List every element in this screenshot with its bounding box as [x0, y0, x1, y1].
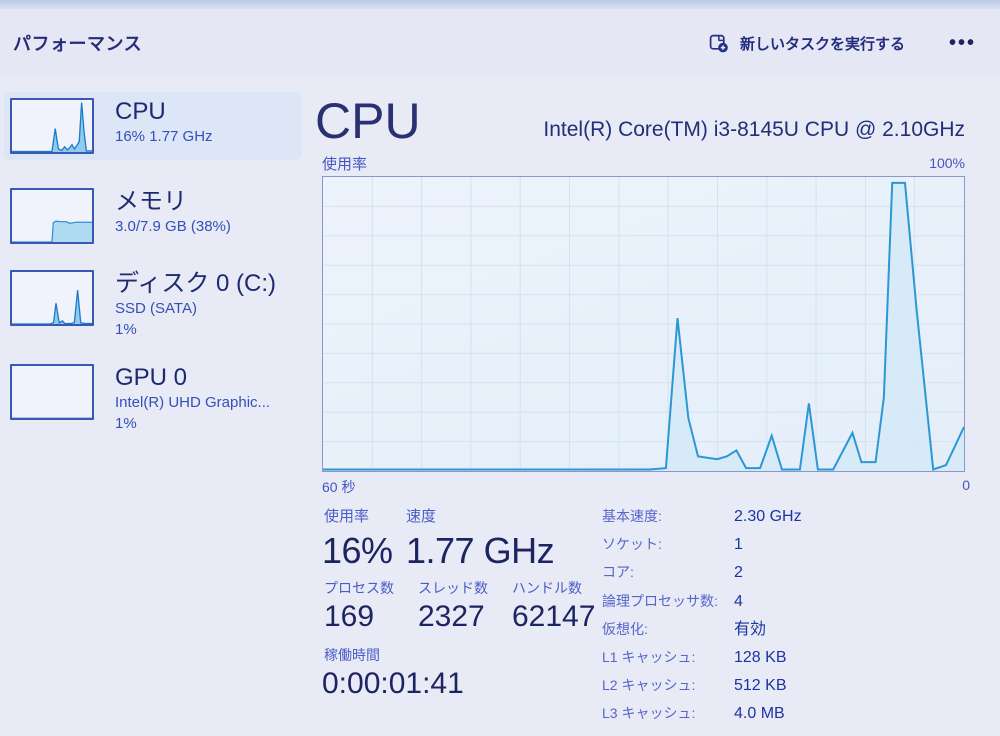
usage-stat-label: 使用率 [324, 508, 370, 525]
sidebar-cpu-title: CPU [115, 98, 166, 125]
processes-label: プロセス数 [324, 580, 394, 596]
uptime-value: 0:00:01:41 [322, 667, 464, 700]
virtualization-label: 仮想化: [602, 620, 648, 637]
header-actions: 新しいタスクを実行する ••• [705, 9, 982, 77]
usage-axis-label: 使用率 [322, 156, 368, 173]
cpu-processor-name: Intel(R) Core(TM) i3-8145U CPU @ 2.10GHz [543, 118, 965, 141]
memory-mini-chart [10, 188, 94, 244]
cores-label: コア: [602, 564, 634, 581]
cores-value: 2 [734, 564, 743, 582]
scale-100-label: 100% [929, 155, 965, 171]
sidebar-disk-title: ディスク 0 (C:) [115, 270, 276, 297]
cpu-details-table: 基本速度: 2.30 GHz ソケット: 1 コア: 2 論理プロセッサ数: 4… [602, 507, 802, 724]
performance-header: パフォーマンス 新しいタスクを実行する ••• [0, 9, 1000, 77]
page-title: パフォーマンス [13, 34, 143, 54]
l2-cache-label: L2 キャッシュ: [602, 677, 696, 694]
threads-value: 2327 [418, 600, 485, 633]
speed-stat-label: 速度 [406, 508, 437, 525]
l3-cache-label: L3 キャッシュ: [602, 705, 696, 722]
sockets-value: 1 [734, 536, 743, 554]
sidebar-item-memory[interactable]: メモリ 3.0/7.9 GB (38%) [4, 182, 302, 250]
sidebar-gpu-name: Intel(R) UHD Graphic... [115, 393, 271, 411]
processes-value: 169 [324, 600, 375, 633]
run-new-task-label: 新しいタスクを実行する [739, 35, 905, 53]
cpu-usage-chart[interactable] [322, 176, 965, 472]
sidebar-disk-usage: 1% [115, 321, 137, 339]
logical-processors-label: 論理プロセッサ数: [602, 592, 718, 609]
sidebar-item-cpu[interactable]: CPU 16% 1.77 GHz [4, 92, 302, 160]
sidebar-gpu-usage: 1% [115, 415, 137, 433]
gpu-mini-chart [10, 364, 94, 420]
ellipsis-icon: ••• [948, 32, 976, 54]
more-options-button[interactable]: ••• [943, 31, 982, 55]
performance-sidebar: CPU 16% 1.77 GHz メモリ 3.0/7.9 GB (38%) ディ… [0, 80, 306, 736]
sockets-label: ソケット: [602, 536, 662, 553]
l3-cache-value: 4.0 MB [734, 705, 785, 723]
virtualization-value: 有効 [734, 620, 767, 638]
handles-label: ハンドル数 [512, 580, 582, 596]
run-new-task-icon [709, 33, 729, 53]
window-top-strip [0, 0, 1000, 9]
handles-value: 62147 [512, 600, 596, 633]
base-speed-label: 基本速度: [602, 508, 662, 524]
run-new-task-button[interactable]: 新しいタスクを実行する [705, 27, 909, 60]
l1-cache-label: L1 キャッシュ: [602, 648, 696, 665]
sidebar-memory-title: メモリ [115, 188, 187, 215]
sidebar-item-disk[interactable]: ディスク 0 (C:) SSD (SATA) 1% [4, 264, 302, 347]
l2-cache-value: 512 KB [734, 677, 787, 695]
base-speed-value: 2.30 GHz [734, 508, 802, 525]
threads-label: スレッド数 [418, 580, 488, 596]
sidebar-disk-type: SSD (SATA) [115, 299, 197, 317]
time-axis-left-label: 60 秒 [322, 479, 356, 495]
sidebar-memory-stats: 3.0/7.9 GB (38%) [115, 217, 231, 235]
cpu-section-title: CPU [315, 93, 421, 149]
sidebar-item-gpu[interactable]: GPU 0 Intel(R) UHD Graphic... 1% [4, 358, 302, 441]
logical-processors-value: 4 [734, 592, 743, 610]
usage-stat-value: 16% [322, 530, 393, 571]
sidebar-cpu-stats: 16% 1.77 GHz [115, 127, 213, 145]
speed-stat-value: 1.77 GHz [406, 530, 555, 571]
cpu-mini-chart [10, 98, 94, 154]
disk-mini-chart [10, 270, 94, 326]
sidebar-gpu-title: GPU 0 [115, 364, 188, 391]
time-axis-right-label: 0 [962, 477, 970, 493]
uptime-label: 稼働時間 [324, 647, 380, 663]
l1-cache-value: 128 KB [734, 648, 787, 666]
